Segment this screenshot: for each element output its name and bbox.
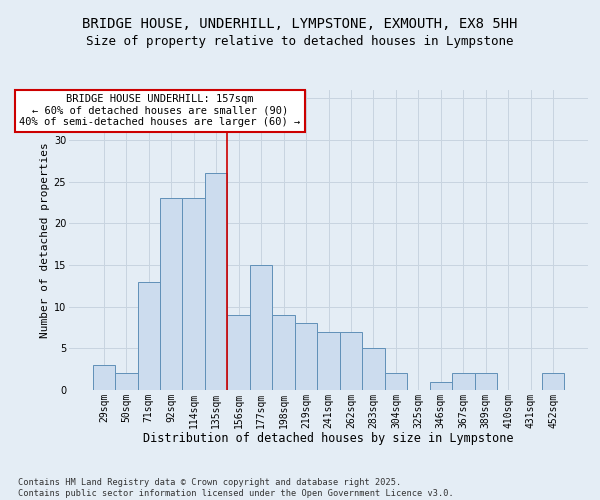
Bar	[295, 324, 317, 390]
Text: BRIDGE HOUSE, UNDERHILL, LYMPSTONE, EXMOUTH, EX8 5HH: BRIDGE HOUSE, UNDERHILL, LYMPSTONE, EXMO…	[82, 18, 518, 32]
Bar	[227, 315, 250, 390]
Bar	[182, 198, 205, 390]
Bar	[115, 374, 137, 390]
X-axis label: Distribution of detached houses by size in Lympstone: Distribution of detached houses by size …	[143, 432, 514, 445]
Bar	[160, 198, 182, 390]
Bar	[542, 374, 565, 390]
Bar	[362, 348, 385, 390]
Bar	[317, 332, 340, 390]
Bar	[272, 315, 295, 390]
Bar	[340, 332, 362, 390]
Bar	[92, 365, 115, 390]
Bar	[385, 374, 407, 390]
Bar	[250, 265, 272, 390]
Bar	[452, 374, 475, 390]
Bar	[430, 382, 452, 390]
Bar	[137, 282, 160, 390]
Y-axis label: Number of detached properties: Number of detached properties	[40, 142, 50, 338]
Bar	[205, 174, 227, 390]
Text: Contains HM Land Registry data © Crown copyright and database right 2025.
Contai: Contains HM Land Registry data © Crown c…	[18, 478, 454, 498]
Text: Size of property relative to detached houses in Lympstone: Size of property relative to detached ho…	[86, 35, 514, 48]
Text: BRIDGE HOUSE UNDERHILL: 157sqm
← 60% of detached houses are smaller (90)
40% of : BRIDGE HOUSE UNDERHILL: 157sqm ← 60% of …	[19, 94, 301, 128]
Bar	[475, 374, 497, 390]
